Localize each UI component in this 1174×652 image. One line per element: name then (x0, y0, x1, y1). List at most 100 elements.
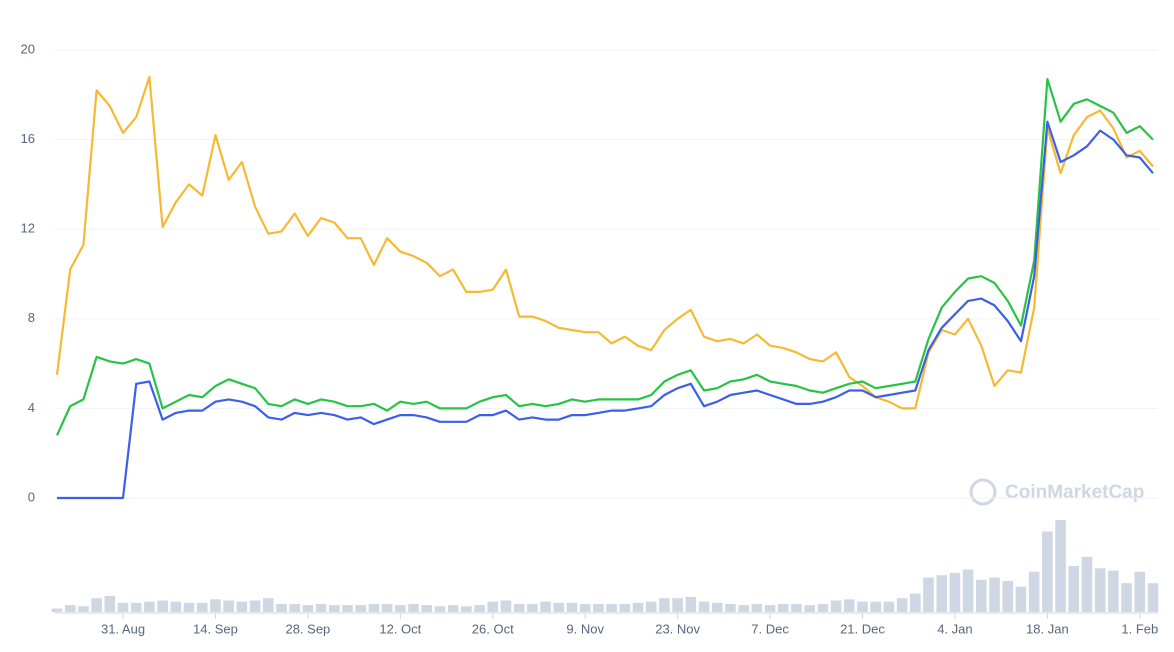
volume-bar (64, 605, 76, 612)
volume-bar (262, 598, 274, 612)
volume-bar (130, 602, 142, 612)
x-tick-label: 7. Dec (751, 621, 789, 636)
volume-bar (342, 605, 353, 612)
volume-bar (196, 602, 208, 612)
volume-bar (632, 602, 644, 612)
volume-bar (395, 605, 406, 612)
volume-bar (329, 605, 340, 612)
volume-bar (157, 600, 168, 612)
volume-bar (381, 603, 393, 612)
x-tick-label: 14. Sep (193, 621, 238, 636)
y-tick-label: 16 (21, 131, 35, 146)
x-tick-label: 21. Dec (840, 621, 885, 636)
volume-bar (315, 603, 327, 612)
volume-bar (804, 605, 815, 612)
volume-bar (1134, 571, 1146, 612)
volume-bar (302, 605, 314, 612)
volume-bar (117, 602, 129, 612)
volume-bar (1121, 583, 1132, 612)
volume-bar (645, 601, 657, 612)
series-line (57, 120, 1154, 500)
volume-bar (725, 603, 736, 612)
volume-bar (1108, 570, 1119, 612)
x-tick-label: 26. Oct (472, 621, 514, 636)
volume-bar (579, 603, 591, 612)
volume-bar (500, 600, 512, 612)
volume-bar (527, 603, 538, 612)
x-tick-label: 31. Aug (101, 621, 145, 636)
volume-bar (764, 605, 776, 612)
volume-bar (830, 600, 842, 612)
volume-bar (276, 603, 287, 612)
volume-bar (1094, 568, 1106, 612)
x-tick-label: 4. Jan (937, 621, 972, 636)
volume-bar (183, 602, 195, 612)
volume-bar (619, 603, 631, 612)
volume-bar (236, 601, 248, 612)
y-tick-label: 8 (28, 310, 35, 325)
volume-bar (1055, 520, 1066, 612)
volume-bar (989, 577, 1000, 612)
volume-bar (923, 577, 934, 612)
volume-bar (368, 603, 380, 612)
volume-bar (78, 606, 89, 612)
volume-bar (685, 597, 697, 612)
volume-bar (540, 601, 551, 612)
volume-bar (1042, 531, 1053, 612)
volume-bar (51, 608, 63, 612)
volume-bar (566, 602, 578, 612)
volume-bar (936, 575, 948, 612)
volume-bar (91, 598, 102, 612)
x-tick-label: 23. Nov (655, 621, 700, 636)
watermark: CoinMarketCap (969, 478, 1144, 506)
x-tick-label: 9. Nov (566, 621, 604, 636)
volume-bar (421, 605, 433, 612)
volume-bar (461, 606, 472, 612)
y-tick-label: 12 (21, 221, 35, 236)
volume-bar (962, 569, 974, 612)
volume-bar (659, 598, 670, 612)
volume-bar (896, 598, 908, 612)
volume-bar (249, 600, 261, 612)
volume-bar (870, 601, 881, 612)
volume-bar (777, 603, 789, 612)
volume-bar (447, 605, 459, 612)
volume-bar (144, 601, 155, 612)
x-tick-label: 12. Oct (379, 621, 421, 636)
volume-bar (223, 600, 234, 612)
volume-bar (1147, 583, 1159, 612)
volume-bar (1015, 586, 1027, 612)
volume-bar (817, 603, 829, 612)
y-tick-label: 20 (21, 41, 35, 56)
volume-bar (698, 601, 710, 612)
volume-bar (738, 605, 749, 612)
y-tick-label: 4 (28, 400, 35, 415)
y-tick-label: 0 (28, 489, 35, 504)
volume-bar (672, 598, 683, 612)
x-tick-label: 1. Feb (1121, 621, 1158, 636)
volume-bar (104, 595, 116, 612)
volume-bar (1002, 580, 1014, 612)
volume-bar (883, 601, 895, 612)
watermark-logo (969, 478, 997, 506)
volume-bar (791, 603, 802, 612)
volume-bar (355, 605, 366, 612)
x-tick-label: 28. Sep (285, 621, 330, 636)
volume-bar (606, 603, 617, 612)
volume-bar (751, 603, 763, 612)
volume-bar (210, 599, 221, 612)
volume-bar (408, 603, 419, 612)
series-line (55, 78, 1154, 436)
volume-bar (1081, 556, 1093, 612)
volume-bar (1068, 566, 1080, 612)
volume-bar (487, 601, 499, 612)
watermark-text: CoinMarketCap (1005, 482, 1144, 503)
volume-bar (844, 599, 855, 612)
volume-bar (976, 579, 987, 612)
series-line (55, 75, 1154, 410)
x-tick-label: 18. Jan (1026, 621, 1069, 636)
volume-bar (513, 603, 525, 612)
volume-bar (170, 601, 182, 612)
volume-bar (857, 601, 868, 612)
